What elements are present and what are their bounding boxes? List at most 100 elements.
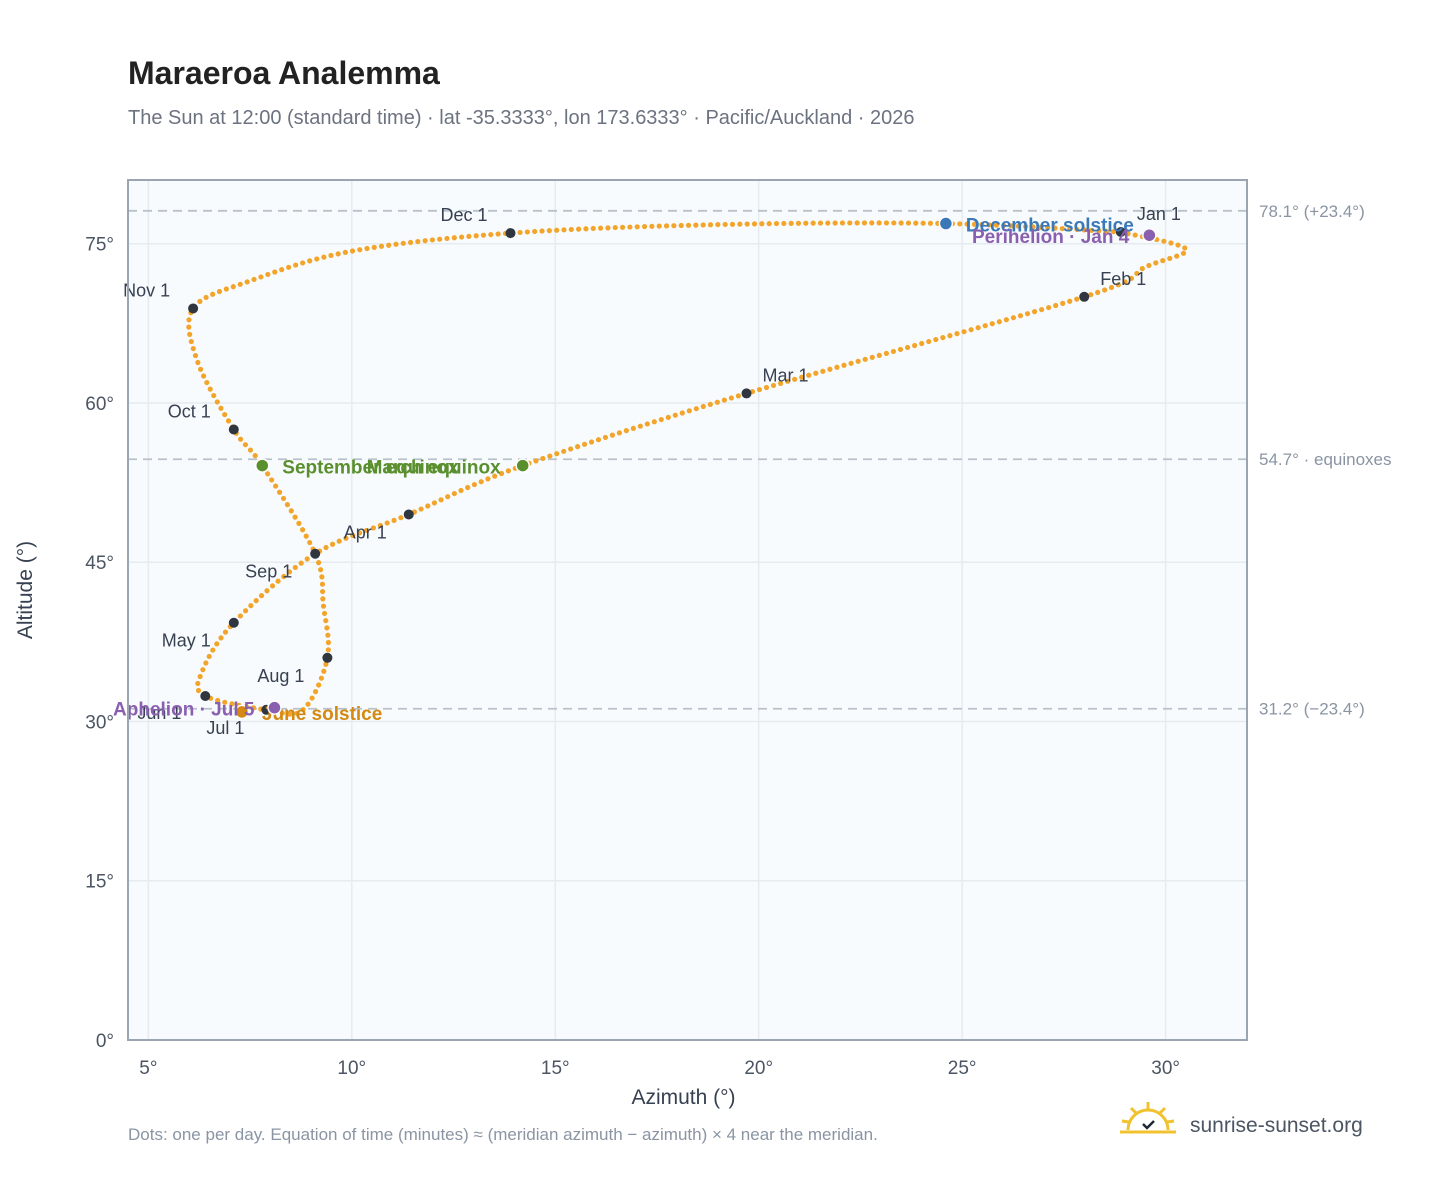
- day-dot: [1008, 223, 1014, 229]
- day-dot: [605, 225, 611, 231]
- day-dot: [222, 411, 228, 418]
- day-dot: [1103, 228, 1109, 234]
- day-dot: [300, 527, 306, 533]
- day-dot: [1153, 260, 1159, 266]
- day-dot: [1088, 292, 1094, 298]
- day-dot: [230, 284, 236, 290]
- day-dot: [244, 279, 250, 285]
- day-dot: [222, 699, 228, 705]
- x-tick-label: 15°: [541, 1058, 570, 1079]
- day-dot: [968, 327, 974, 333]
- day-dot: [568, 226, 574, 233]
- day-dot: [869, 354, 875, 360]
- day-dot: [488, 231, 494, 238]
- month-marker: [188, 303, 199, 314]
- day-dot: [197, 366, 204, 372]
- y-tick-label: 30°: [85, 712, 114, 733]
- x-tick-label: 10°: [337, 1058, 366, 1079]
- day-dot: [854, 220, 860, 226]
- day-dot: [207, 386, 213, 392]
- day-dot: [273, 483, 279, 489]
- day-dot: [1146, 262, 1152, 269]
- day-dot: [391, 517, 397, 523]
- day-dot: [1031, 309, 1038, 315]
- x-tick-label: 5°: [139, 1058, 157, 1079]
- month-label: May 1: [162, 631, 211, 651]
- day-dot: [1060, 300, 1066, 306]
- day-dot: [393, 241, 399, 247]
- day-dot: [319, 581, 326, 587]
- day-dot: [656, 223, 662, 229]
- day-dot: [371, 244, 377, 250]
- day-dot: [458, 234, 465, 240]
- day-dot: [781, 220, 787, 227]
- day-dot: [431, 500, 438, 506]
- day-dot: [927, 220, 934, 226]
- day-dot: [693, 222, 699, 228]
- y-axis-label: Altitude (°): [14, 541, 37, 639]
- day-dot: [350, 532, 356, 539]
- day-dot: [693, 406, 699, 412]
- day-dot: [195, 359, 201, 366]
- day-dot: [627, 224, 633, 230]
- day-dot: [323, 544, 329, 551]
- month-marker: [505, 228, 516, 239]
- day-dot: [429, 237, 436, 243]
- day-dot: [498, 470, 505, 477]
- month-marker: [322, 652, 333, 663]
- reference-line-label: 78.1° (+23.4°): [1259, 202, 1365, 221]
- day-dot: [1175, 242, 1181, 248]
- day-dot: [269, 583, 276, 589]
- day-dot: [279, 267, 285, 273]
- day-dot: [641, 223, 648, 230]
- day-dot: [321, 610, 328, 617]
- day-dot: [325, 647, 331, 653]
- day-dot: [957, 221, 963, 227]
- x-axis-label: Azimuth (°): [631, 1086, 735, 1109]
- y-tick-label: 0°: [96, 1031, 114, 1052]
- day-dot: [280, 495, 287, 502]
- event-label: September equinox: [282, 458, 459, 479]
- day-dot: [612, 224, 618, 231]
- day-dot: [832, 220, 838, 226]
- day-dot: [275, 578, 281, 584]
- day-dot: [187, 331, 193, 337]
- day-dot: [847, 220, 853, 226]
- day-dot: [561, 227, 567, 233]
- event-marker: [1142, 227, 1157, 243]
- day-dot: [1139, 266, 1145, 272]
- day-dot: [869, 220, 875, 226]
- day-dot: [1174, 253, 1180, 259]
- day-dot: [827, 366, 833, 372]
- day-dot: [370, 525, 377, 531]
- day-dot: [848, 360, 854, 366]
- day-dot: [989, 321, 995, 327]
- month-marker: [1079, 291, 1090, 302]
- day-dot: [637, 423, 643, 429]
- day-dot: [425, 503, 431, 509]
- brand-logo: [1120, 1102, 1176, 1134]
- day-dot: [445, 494, 451, 500]
- day-dot: [307, 539, 313, 546]
- day-dot: [964, 221, 970, 227]
- day-dot: [377, 522, 383, 529]
- day-dot: [1067, 298, 1073, 304]
- day-dot: [700, 222, 706, 228]
- day-dot: [813, 370, 819, 376]
- day-dot: [583, 226, 589, 232]
- day-dot: [651, 419, 657, 425]
- day-dot: [287, 711, 293, 717]
- day-dot: [546, 228, 552, 234]
- day-dot: [265, 471, 271, 477]
- day-dot: [451, 235, 457, 241]
- month-label: Jan 1: [1137, 204, 1181, 224]
- day-dot: [1059, 225, 1065, 232]
- day-dot: [1108, 284, 1115, 291]
- day-dot: [186, 324, 192, 330]
- day-dot: [197, 673, 203, 680]
- day-dot: [309, 695, 315, 701]
- day-dot: [1095, 289, 1101, 296]
- day-dot: [296, 520, 302, 526]
- day-dot: [323, 618, 329, 624]
- event-label: June solstice: [262, 704, 382, 725]
